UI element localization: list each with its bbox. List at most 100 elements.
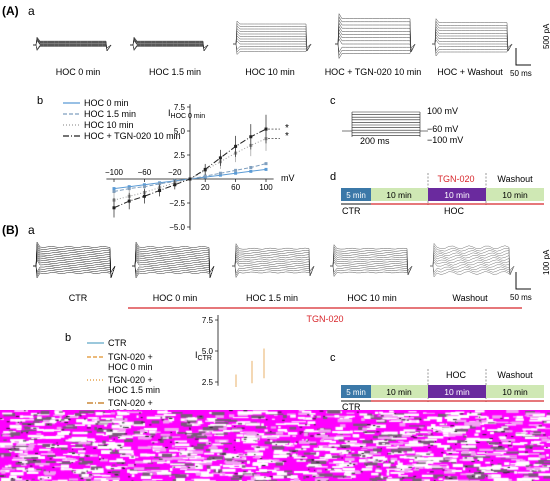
current-trace	[132, 265, 215, 275]
current-trace	[330, 243, 413, 276]
current-trace	[330, 254, 413, 276]
current-trace	[33, 265, 116, 279]
current-trace	[232, 258, 315, 277]
iv-b-y-tick: 5.0	[202, 347, 214, 356]
current-trace	[432, 23, 513, 52]
iv-b-y-tick: 2.5	[202, 378, 214, 387]
drug-bar-b-label: TGN-020	[306, 314, 343, 324]
current-trace	[430, 265, 515, 278]
iv-plot-a: −100 −60 −20 20 60 100 −5.0 −2.5 2.5 5.0 7.5	[105, 103, 280, 232]
current-trace	[432, 25, 513, 52]
current-trace	[130, 44, 209, 51]
legend-b-label: CTR	[108, 338, 127, 348]
iv-a-point	[112, 187, 116, 191]
current-trace	[233, 25, 312, 52]
trace-label-b-2: HOC 0 min	[153, 293, 198, 303]
trace-label-b-5: Washout	[452, 293, 488, 303]
iv-a-point	[142, 183, 146, 187]
current-trace	[33, 251, 116, 279]
current-trace	[233, 43, 312, 53]
current-trace	[330, 261, 413, 276]
legend-a-label: HOC 10 min	[84, 120, 134, 130]
iv-a-y-tick: 7.5	[174, 103, 186, 112]
iv-a-star-2: *	[285, 131, 289, 142]
current-trace	[233, 43, 312, 56]
current-trace	[432, 31, 513, 52]
current-trace	[232, 244, 315, 277]
current-trace	[430, 249, 515, 276]
iv-a-point	[264, 167, 268, 171]
corrupted-noise-band	[0, 410, 550, 481]
current-trace	[132, 247, 215, 279]
current-trace	[430, 259, 515, 276]
iv-a-x-tick: 20	[201, 183, 210, 192]
trace-label-a-3: HOC 10 min	[245, 67, 295, 77]
iv-a-point	[142, 194, 146, 198]
iv-a-y-tick: −2.5	[169, 199, 185, 208]
current-trace	[132, 249, 215, 279]
panel-a-sub-b: b	[37, 95, 43, 107]
current-trace	[335, 43, 416, 60]
timeline-a-seg-ctr	[341, 188, 371, 201]
current-trace	[33, 243, 116, 279]
current-trace	[232, 242, 315, 277]
timeline-a-seg-3: 10 min	[444, 190, 470, 200]
iv-a-point	[264, 162, 268, 166]
current-trace	[430, 265, 515, 276]
timeline-a-seg-hoc	[371, 188, 428, 201]
iv-a-point	[127, 185, 131, 189]
scale-bar-b-x: 50 ms	[510, 293, 532, 302]
trace-label-a-5: HOC + Washout	[437, 67, 503, 77]
current-trace	[130, 38, 209, 52]
timeline-a-seg-4: 10 min	[502, 190, 528, 200]
timeline-a-seg-1: 5 min	[346, 191, 366, 200]
current-trace	[33, 44, 112, 51]
timeline-b: HOC Washout 5 min 10 min 10 min 10 min C…	[341, 369, 544, 412]
current-trace	[132, 251, 215, 279]
current-trace	[33, 265, 116, 275]
current-trace	[432, 43, 513, 57]
panel-a-sub-d: d	[330, 171, 336, 183]
current-trace	[233, 35, 312, 52]
protocol-v-top: 100 mV	[427, 106, 458, 116]
iv-a-star-1: *	[285, 123, 289, 134]
iv-a-y-tick: 2.5	[174, 151, 186, 160]
current-trace	[232, 255, 315, 277]
current-trace	[33, 37, 112, 52]
current-trace	[233, 43, 312, 51]
iv-a-point	[249, 135, 253, 139]
legend-b-label: TGN-020 +	[108, 375, 153, 385]
iv-a-y-tick: 5.0	[174, 127, 186, 136]
current-trace	[132, 265, 215, 273]
timeline-b-seg-2: 10 min	[386, 387, 412, 397]
current-trace	[233, 32, 312, 52]
current-trace	[232, 260, 315, 277]
current-trace	[130, 40, 209, 52]
trace-label-a-2: HOC 1.5 min	[149, 67, 201, 77]
current-trace	[33, 265, 116, 277]
current-trace	[33, 37, 112, 52]
current-trace	[130, 38, 209, 52]
current-trace	[432, 28, 513, 52]
current-trace	[33, 265, 116, 273]
iv-plot-b: 2.5 5.0 7.5	[202, 315, 265, 387]
voltage-protocol	[342, 111, 428, 137]
current-trace	[33, 257, 116, 279]
timeline-a-hoc: HOC	[444, 206, 465, 216]
current-trace	[33, 36, 112, 52]
protocol-duration: 200 ms	[360, 136, 390, 146]
iv-a-point	[234, 168, 238, 172]
iv-a-x-tick: 100	[259, 183, 273, 192]
timeline-b-washout: Washout	[497, 370, 533, 380]
iv-a-point	[112, 206, 116, 210]
current-trace	[232, 253, 315, 277]
current-trace	[430, 254, 515, 276]
current-trace	[132, 265, 215, 277]
scale-bar-b-y: 100 pA	[542, 249, 550, 275]
current-trace	[33, 44, 112, 50]
iv-a-point	[234, 144, 238, 148]
current-trace	[130, 44, 209, 50]
current-trace	[330, 265, 413, 275]
current-trace	[335, 19, 416, 53]
